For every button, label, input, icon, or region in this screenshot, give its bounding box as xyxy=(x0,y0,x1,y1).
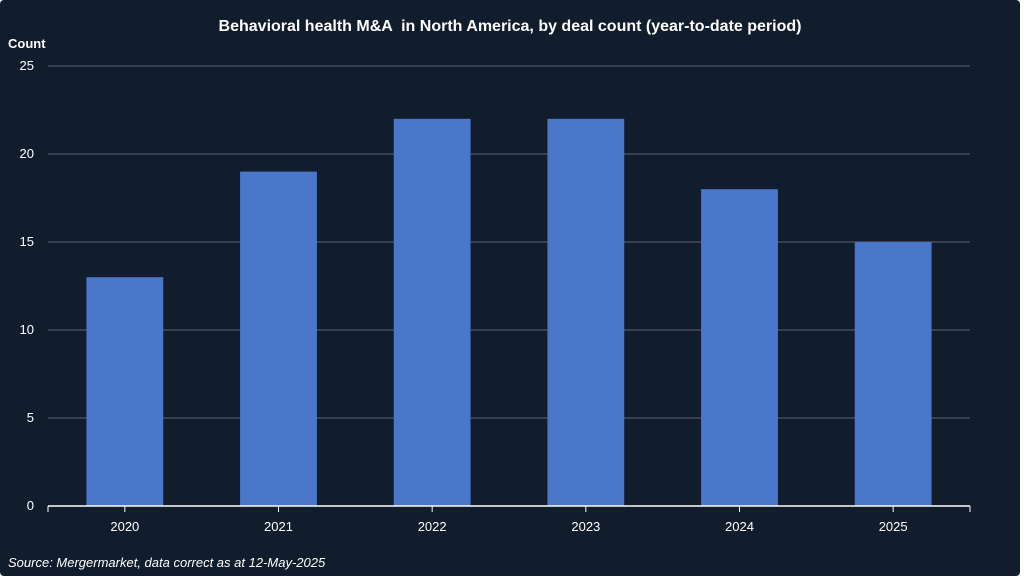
y-tick-label: 5 xyxy=(27,410,34,425)
x-tick-label: 2024 xyxy=(725,519,754,534)
bars xyxy=(86,118,932,507)
y-tick-label: 25 xyxy=(20,58,34,73)
y-tick-label: 0 xyxy=(27,498,34,513)
y-tick-label: 20 xyxy=(20,146,34,161)
x-tick-label: 2022 xyxy=(418,519,447,534)
y-tick-label: 15 xyxy=(20,234,34,249)
bar-2021 xyxy=(240,171,317,506)
bar-2022 xyxy=(393,118,471,507)
bar-2025 xyxy=(854,242,932,506)
y-axis-title: Count xyxy=(8,36,46,51)
x-tick-label: 2025 xyxy=(879,519,908,534)
source-note: Source: Mergermarket, data correct as at… xyxy=(8,555,326,570)
y-tick-label: 10 xyxy=(20,322,34,337)
x-tick-label: 2021 xyxy=(264,519,293,534)
gridlines xyxy=(48,65,970,419)
bar-2024 xyxy=(701,189,778,506)
x-tick-label: 2020 xyxy=(110,519,139,534)
bar-2023 xyxy=(547,118,625,507)
bar-2020 xyxy=(86,277,164,506)
chart-title: Behavioral health M&A in North America, … xyxy=(218,18,802,35)
x-tick-label: 2023 xyxy=(571,519,600,534)
